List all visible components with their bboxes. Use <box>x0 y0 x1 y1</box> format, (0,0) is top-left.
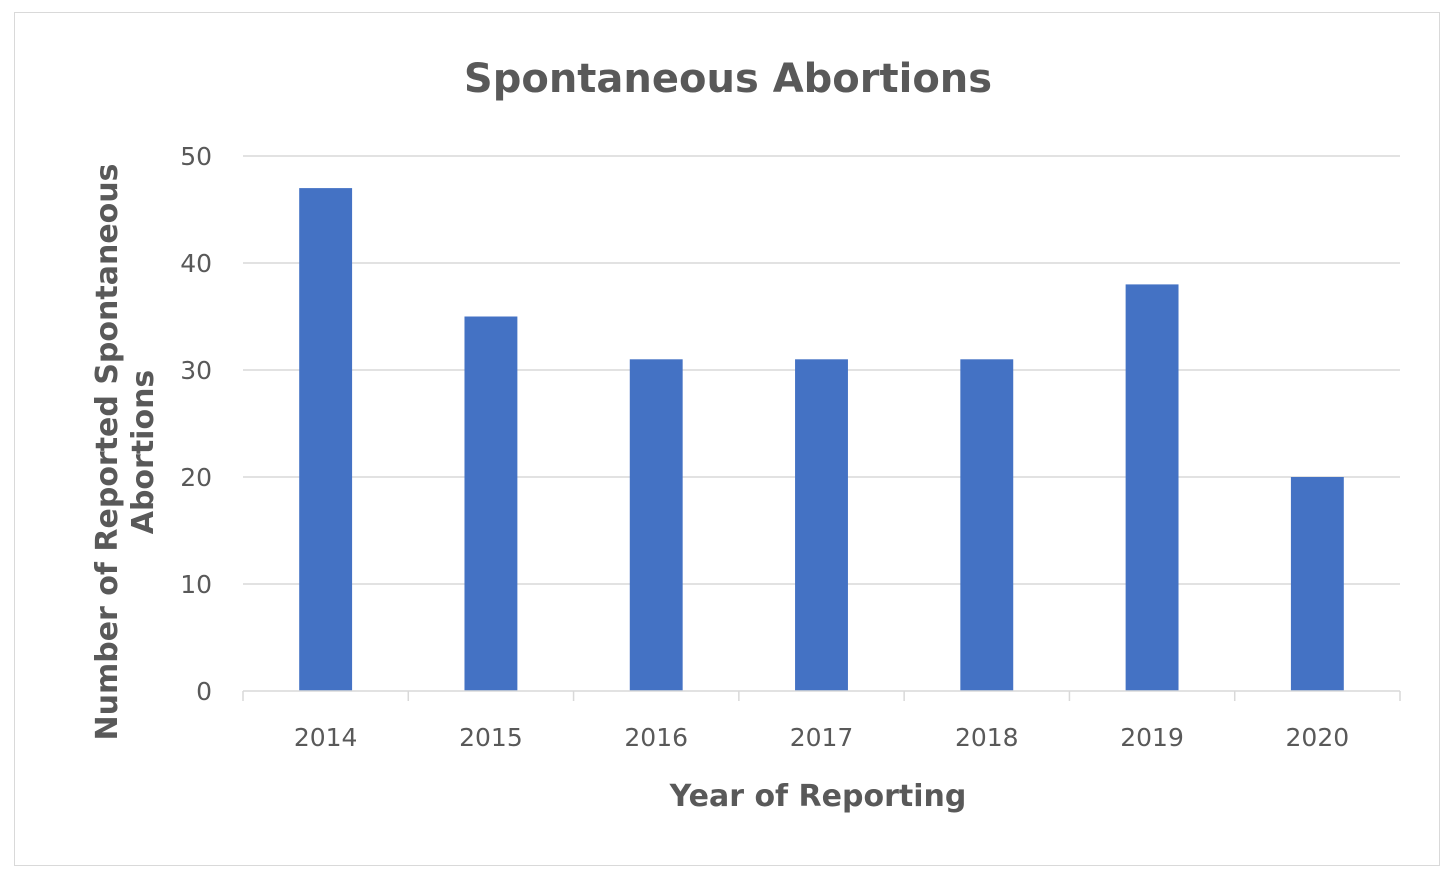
bar-2018 <box>960 359 1014 691</box>
y-axis-title-line-2: Abortions <box>126 370 161 535</box>
y-tick-label: 50 <box>180 142 212 171</box>
chart-title: Spontaneous Abortions <box>464 56 992 102</box>
x-tick-label: 2016 <box>624 723 688 752</box>
x-tick-label: 2015 <box>459 723 523 752</box>
bar-2016 <box>629 359 683 691</box>
x-axis-title: Year of Reporting <box>669 779 967 814</box>
y-tick-label: 40 <box>180 249 212 278</box>
x-tick-label: 2018 <box>955 723 1019 752</box>
bars <box>299 188 1344 691</box>
x-tick-label: 2020 <box>1286 723 1350 752</box>
bar-2020 <box>1290 477 1344 691</box>
y-axis-title-line-1: Number of Reported Spontaneous <box>90 164 125 741</box>
y-tick-label: 30 <box>180 356 212 385</box>
bar-2017 <box>795 359 848 691</box>
bar-2015 <box>464 316 518 691</box>
x-tick-label: 2017 <box>790 723 854 752</box>
y-tick-label: 10 <box>180 570 212 599</box>
x-axis-tick-marks <box>242 691 1401 701</box>
y-axis-ticks: 0 10 20 30 40 50 <box>180 142 212 706</box>
x-axis-ticks: 2014 2015 2016 2017 2018 2019 2020 <box>294 723 1349 752</box>
y-tick-label: 0 <box>196 677 212 706</box>
x-tick-label: 2014 <box>294 723 358 752</box>
chart-frame <box>14 12 1440 866</box>
bar-2014 <box>299 188 353 691</box>
y-tick-label: 20 <box>180 463 212 492</box>
x-tick-label: 2019 <box>1120 723 1184 752</box>
bar-2019 <box>1125 284 1179 691</box>
y-axis-title: Number of Reported Spontaneous Abortions <box>90 164 161 741</box>
